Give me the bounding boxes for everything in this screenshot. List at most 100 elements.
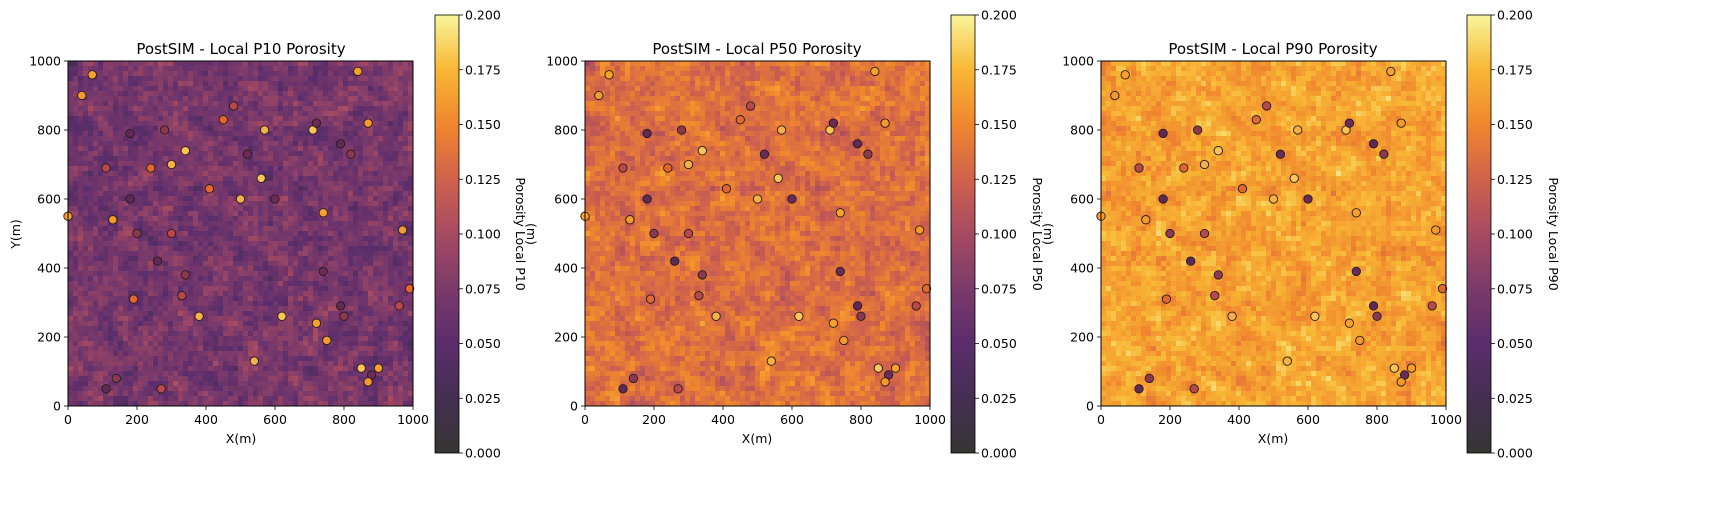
heatmap-cell <box>133 341 139 347</box>
heatmap-cell <box>178 341 184 347</box>
heatmap-cell <box>148 256 154 262</box>
heatmap-cell <box>358 356 364 362</box>
heatmap-cell <box>363 91 369 97</box>
heatmap-cell <box>278 231 284 237</box>
heatmap-cell <box>128 226 134 232</box>
heatmap-cell <box>328 376 334 382</box>
heatmap-cell <box>123 146 129 152</box>
heatmap-cell <box>158 296 164 302</box>
heatmap-cell <box>163 151 169 157</box>
heatmap-cell <box>228 301 234 307</box>
heatmap-cell <box>393 96 399 102</box>
heatmap-cell <box>398 341 404 347</box>
heatmap-cell <box>358 126 364 132</box>
heatmap-cell <box>128 371 134 377</box>
heatmap-cell <box>303 196 309 202</box>
heatmap-cell <box>238 136 244 142</box>
heatmap-cell <box>323 101 329 107</box>
heatmap-cell <box>73 176 79 182</box>
heatmap-cell <box>368 136 374 142</box>
heatmap-cell <box>283 131 289 137</box>
heatmap-cell <box>303 221 309 227</box>
heatmap-cell <box>373 161 379 167</box>
heatmap-cell <box>183 281 189 287</box>
heatmap-cell <box>123 176 129 182</box>
heatmap-cell <box>398 81 404 87</box>
heatmap-cell <box>408 356 414 362</box>
heatmap-cell <box>118 101 124 107</box>
heatmap-cell <box>88 126 94 132</box>
heatmap-cell <box>218 126 224 132</box>
heatmap-cell <box>143 206 149 212</box>
heatmap-cell <box>268 381 274 387</box>
heatmap-cell <box>133 251 139 257</box>
heatmap-cell <box>333 136 339 142</box>
heatmap-cell <box>273 151 279 157</box>
heatmap-cell <box>318 246 324 252</box>
heatmap-cell <box>288 61 294 67</box>
heatmap-cell <box>408 86 414 92</box>
heatmap-cell <box>308 266 314 272</box>
heatmap-cell <box>183 161 189 167</box>
heatmap-cell <box>338 176 344 182</box>
heatmap-cell <box>388 401 394 407</box>
heatmap-cell <box>218 266 224 272</box>
heatmap-cell <box>68 191 74 197</box>
heatmap-cell <box>333 396 339 402</box>
heatmap-cell <box>98 66 104 72</box>
heatmap-cell <box>178 191 184 197</box>
heatmap-cell <box>595 66 601 72</box>
heatmap-cell <box>73 251 79 257</box>
heatmap-cell <box>233 396 239 402</box>
heatmap-cell <box>78 61 84 67</box>
heatmap-cell <box>188 266 194 272</box>
heatmap-cell <box>203 356 209 362</box>
heatmap-cell <box>338 181 344 187</box>
heatmap-cell <box>238 121 244 127</box>
heatmap-cell <box>358 336 364 342</box>
heatmap-cell <box>283 341 289 347</box>
heatmap-cell <box>333 156 339 162</box>
heatmap-cell <box>408 146 414 152</box>
heatmap-cell <box>373 341 379 347</box>
heatmap-cell <box>368 401 374 407</box>
heatmap-cell <box>313 226 319 232</box>
heatmap-cell <box>373 316 379 322</box>
heatmap-cell <box>378 171 384 177</box>
heatmap-cell <box>358 181 364 187</box>
heatmap-cell <box>173 116 179 122</box>
heatmap-cell <box>268 361 274 367</box>
heatmap-cell <box>268 271 274 277</box>
heatmap-cell <box>183 241 189 247</box>
heatmap-cell <box>760 66 766 72</box>
heatmap-cell <box>73 401 79 407</box>
heatmap-cell <box>865 66 871 72</box>
heatmap-cell <box>268 306 274 312</box>
heatmap-cell <box>283 136 289 142</box>
heatmap-cell <box>268 391 274 397</box>
heatmap-cell <box>288 151 294 157</box>
heatmap-cell <box>243 181 249 187</box>
heatmap-cell <box>900 61 906 67</box>
heatmap-cell <box>403 331 409 337</box>
heatmap-cell <box>143 256 149 262</box>
heatmap-cell <box>228 311 234 317</box>
heatmap-cell <box>148 386 154 392</box>
heatmap-cell <box>368 141 374 147</box>
heatmap-cell <box>68 221 74 227</box>
heatmap-cell <box>403 136 409 142</box>
heatmap-cell <box>393 196 399 202</box>
heatmap-cell <box>343 341 349 347</box>
heatmap-cell <box>238 321 244 327</box>
heatmap-cell <box>198 131 204 137</box>
x-tick-label: 400 <box>194 412 218 427</box>
heatmap-cell <box>248 396 254 402</box>
heatmap-cell <box>98 306 104 312</box>
heatmap-cell <box>68 396 74 402</box>
heatmap-cell <box>143 236 149 242</box>
heatmap-cell <box>233 111 239 117</box>
heatmap-cell <box>890 61 896 67</box>
heatmap-cell <box>68 226 74 232</box>
heatmap-cell <box>253 381 259 387</box>
heatmap-cell <box>318 286 324 292</box>
